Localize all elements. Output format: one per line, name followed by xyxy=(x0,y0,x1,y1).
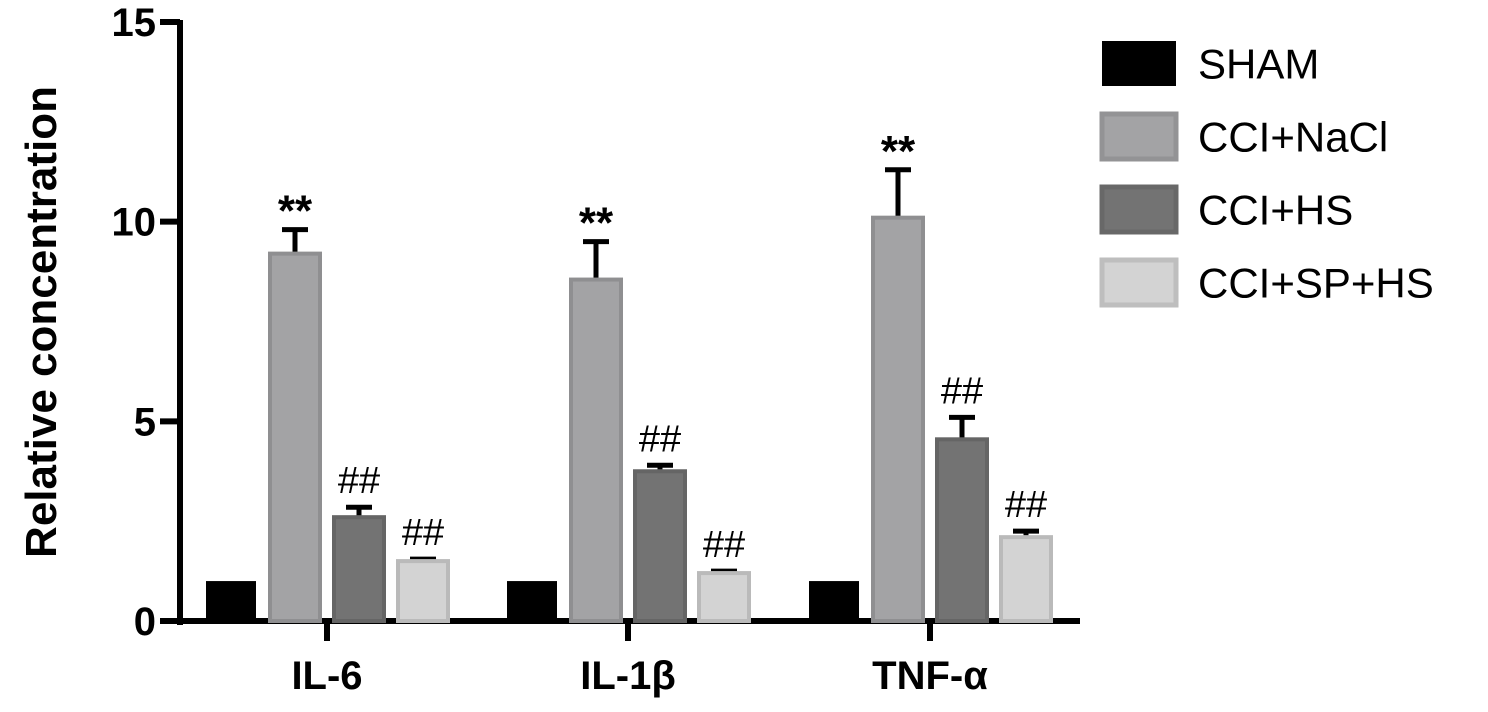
bar xyxy=(507,581,557,621)
bars: ** ## ## ** ## ## ** ## ## xyxy=(206,127,1053,624)
bar xyxy=(999,535,1053,624)
bar xyxy=(697,571,751,624)
bar xyxy=(935,437,989,624)
legend-swatch xyxy=(1099,184,1179,235)
bar-annotation: ** xyxy=(278,187,313,236)
y-tick-label: 5 xyxy=(134,400,156,444)
bar xyxy=(633,469,687,623)
legend-swatch xyxy=(1099,257,1179,308)
legend-swatch xyxy=(1099,111,1179,162)
legend-label: CCI+SP+HS xyxy=(1198,260,1434,307)
x-tick-label: IL-6 xyxy=(291,654,362,698)
legend-swatch xyxy=(1102,41,1176,86)
bar-annotation: ** xyxy=(579,199,614,248)
legend-label: CCI+NaCl xyxy=(1198,114,1388,161)
bar-annotation: ** xyxy=(881,127,916,176)
bar-annotation: ## xyxy=(639,418,681,460)
legend-label: SHAM xyxy=(1198,41,1319,88)
axes: 0 5 10 15 IL-6 IL-1β TNF-α xyxy=(112,1,1080,698)
y-axis-label: Relative concentration xyxy=(17,86,66,558)
y-tick-label: 0 xyxy=(134,600,156,644)
bar-annotation: ## xyxy=(402,512,444,554)
x-tick-label: IL-1β xyxy=(580,654,676,698)
bar xyxy=(871,215,925,623)
y-tick-label: 10 xyxy=(112,201,157,245)
bar-annotation: ## xyxy=(941,370,983,412)
bar-annotation: ## xyxy=(1005,484,1047,526)
bar-annotation: ## xyxy=(338,460,380,502)
legend-label: CCI+HS xyxy=(1198,187,1353,234)
bar-annotation: ## xyxy=(703,524,745,566)
bar xyxy=(396,559,450,623)
bar xyxy=(206,581,256,621)
x-tick-label: TNF-α xyxy=(872,654,988,698)
bar xyxy=(332,515,386,624)
bar xyxy=(809,581,859,621)
bar xyxy=(569,277,623,623)
y-tick-label: 15 xyxy=(112,1,157,45)
legend: SHAM CCI+NaCl CCI+HS CCI+SP+HS xyxy=(1099,41,1434,308)
bar xyxy=(268,251,322,623)
